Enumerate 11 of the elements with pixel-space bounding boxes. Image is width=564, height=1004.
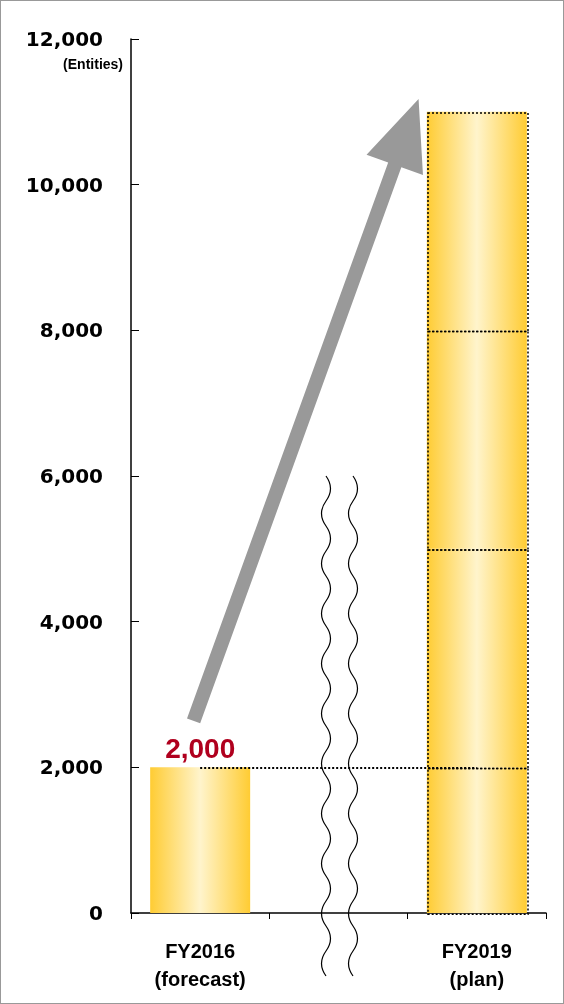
- y-tick-label: 4,000: [39, 609, 103, 634]
- y-tick-label: 12,000: [25, 27, 103, 51]
- y-tick-label: 6,000: [39, 464, 103, 488]
- x-tick-label: FY2019 (plan): [441, 940, 512, 990]
- y-tick-label: 0: [89, 901, 103, 925]
- y-axis-title: (Entities): [63, 56, 123, 72]
- data-label: 2,000: [165, 732, 236, 764]
- y-tick-label: 8,000: [39, 318, 103, 343]
- x-tick-label: FY2016 (forecast): [154, 940, 246, 990]
- y-tick-label: 10,000: [25, 172, 103, 197]
- y-tick-label: 2,000: [39, 755, 103, 780]
